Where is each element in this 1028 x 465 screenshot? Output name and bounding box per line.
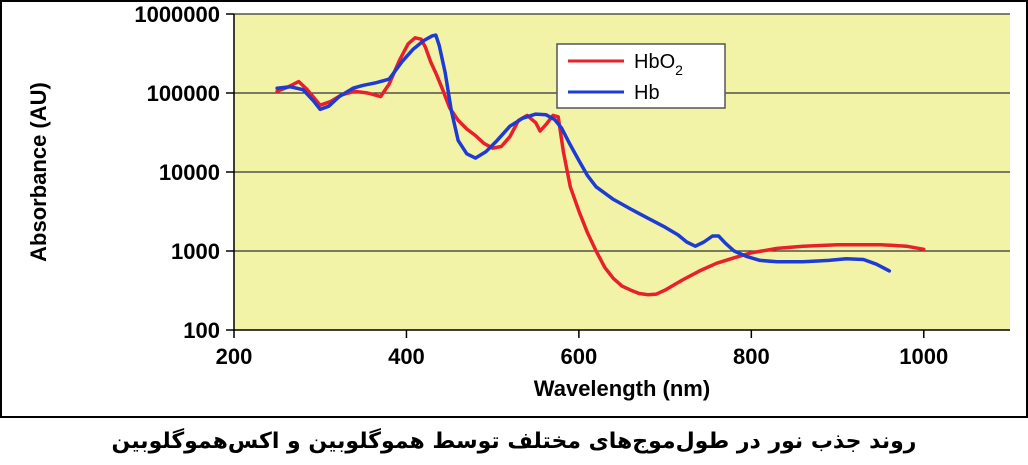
legend-label-hbo2: HbO2: [634, 51, 683, 78]
x-tick-label: 200: [216, 344, 253, 369]
x-tick-label: 1000: [899, 344, 948, 369]
y-tick-label: 1000: [171, 239, 220, 264]
y-axis-title: Absorbance (AU): [26, 82, 51, 262]
legend: HbO2 Hb: [556, 43, 726, 109]
tick-layer: 100 1000 10000 100000 1000000 200 400 600 800 100…: [134, 2, 948, 369]
series-layer: [275, 33, 926, 297]
y-tick-label: 100: [183, 318, 220, 343]
x-tick-label: 600: [561, 344, 598, 369]
x-tick-label: 800: [733, 344, 770, 369]
legend-box: [556, 43, 726, 109]
figure-caption: روند جذب نور در طول‌موج‌های مختلف توسط ه…: [111, 429, 917, 454]
y-tick-label: 100000: [147, 81, 220, 106]
series-line-hb: [275, 33, 892, 273]
y-tick-label: 10000: [159, 160, 220, 185]
chart-figure: 100 1000 10000 100000 1000000 200 400 600 800 100…: [0, 0, 1028, 418]
legend-label-hb: Hb: [634, 82, 660, 104]
x-axis-title: Wavelength (nm): [534, 376, 710, 401]
x-tick-label: 400: [388, 344, 425, 369]
chart-svg: 100 1000 10000 100000 1000000 200 400 600 800 100…: [26, 2, 1010, 401]
series-line-hbo2: [275, 36, 926, 297]
y-tick-label: 1000000: [134, 2, 220, 27]
